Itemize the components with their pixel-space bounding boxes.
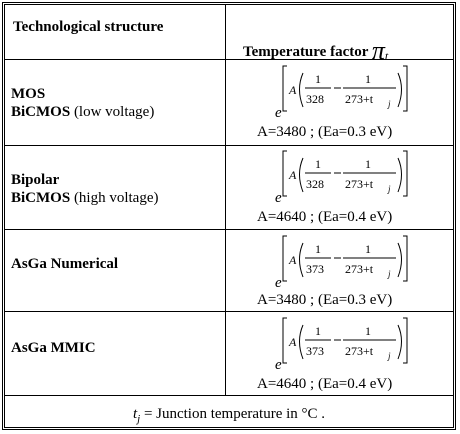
- activation-constant: A=4640 ; (Ea=0.4 eV): [257, 209, 393, 225]
- formula-base: e: [275, 275, 282, 291]
- fraction-numerator: 1: [315, 324, 321, 338]
- structure-line2-bold: BiCMOS: [11, 190, 71, 206]
- header-temperature-factor: Temperature factor πt: [243, 33, 389, 65]
- right-parenthesis: [397, 324, 402, 360]
- right-square-bracket: [403, 150, 408, 197]
- structure-line2-rest: (high voltage): [70, 190, 159, 206]
- pi-subscript: t: [384, 49, 389, 63]
- fraction-numerator: 1: [315, 242, 321, 256]
- fraction-denominator-subscript: j: [387, 184, 391, 194]
- formula-base: e: [275, 105, 282, 121]
- footnote-variable: t: [132, 406, 138, 422]
- structure-line2-rest: (low voltage): [70, 104, 155, 120]
- fraction-numerator: 1: [365, 242, 371, 256]
- formula-exponential: e A 1 373 1 273+t j: [275, 233, 415, 298]
- formula-svg: eA 1 328 1 273+t j: [275, 150, 408, 206]
- fraction-denominator: 328: [306, 177, 324, 191]
- formula-coefficient: A: [288, 335, 297, 349]
- formula-exponential: e A 1 328 1 273+t j: [275, 63, 415, 128]
- activation-constant: A=4640 ; (Ea=0.4 eV): [257, 376, 393, 392]
- fraction-denominator: 328: [306, 92, 324, 106]
- row-mos-structure: MOS BiCMOS (low voltage): [11, 85, 154, 121]
- left-square-bracket: [282, 150, 287, 197]
- row-bipolar-structure: Bipolar BiCMOS (high voltage): [11, 171, 159, 207]
- fraction-numerator: 1: [365, 324, 371, 338]
- formula-coefficient: A: [288, 83, 297, 97]
- header-structure: Technological structure: [13, 19, 164, 35]
- left-square-bracket: [282, 235, 287, 282]
- fraction-denominator: 273+t: [345, 92, 374, 106]
- fraction-denominator-subscript: j: [387, 269, 391, 279]
- footnote: tj = Junction temperature in °C .: [5, 406, 453, 425]
- fraction-denominator: 273+t: [345, 177, 374, 191]
- right-square-bracket: [403, 235, 408, 282]
- right-parenthesis: [397, 242, 402, 278]
- activation-constant: A=3480 ; (Ea=0.3 eV): [257, 292, 393, 308]
- left-square-bracket: [282, 317, 287, 364]
- fraction-denominator: 373: [306, 262, 324, 276]
- left-parenthesis: [299, 157, 304, 193]
- structure-line1: Bipolar: [11, 172, 60, 188]
- fraction-denominator-subscript: j: [387, 99, 391, 109]
- row-divider: [5, 229, 453, 230]
- formula-svg: eA 1 328 1 273+t j: [275, 65, 408, 121]
- formula-svg: eA 1 373 1 273+t j: [275, 317, 408, 373]
- right-parenthesis: [397, 157, 402, 193]
- left-square-bracket: [282, 65, 287, 112]
- footer-divider: [5, 395, 453, 396]
- activation-constant: A=3480 ; (Ea=0.3 eV): [257, 124, 393, 140]
- formula-coefficient: A: [288, 253, 297, 267]
- structure-line1: AsGa MMIC: [11, 340, 96, 356]
- formula-exponential: e A 1 328 1 273+t j: [275, 148, 415, 213]
- fraction-denominator: 273+t: [345, 262, 374, 276]
- row-divider: [5, 145, 453, 146]
- formula-coefficient: A: [288, 168, 297, 182]
- row-divider: [5, 311, 453, 312]
- left-parenthesis: [299, 324, 304, 360]
- header-divider: [5, 59, 453, 60]
- header-temperature-label: Temperature factor: [243, 44, 369, 60]
- footnote-variable-subscript: j: [137, 413, 141, 425]
- row-asga-mmic-structure: AsGa MMIC: [11, 339, 96, 357]
- fraction-denominator: 273+t: [345, 344, 374, 358]
- fraction-numerator: 1: [315, 72, 321, 86]
- formula-base: e: [275, 357, 282, 373]
- formula-svg: eA 1 373 1 273+t j: [275, 235, 408, 291]
- temperature-factor-table: Technological structure Temperature fact…: [2, 2, 456, 430]
- structure-line1: MOS: [11, 86, 46, 102]
- row-asga-numerical-structure: AsGa Numerical: [11, 255, 118, 273]
- formula-base: e: [275, 190, 282, 206]
- footnote-text: = Junction temperature in °C .: [140, 406, 326, 422]
- structure-line1: AsGa Numerical: [11, 256, 119, 272]
- right-square-bracket: [403, 65, 408, 112]
- column-divider: [225, 5, 226, 395]
- structure-line2-bold: BiCMOS: [11, 104, 71, 120]
- pi-symbol: π: [371, 36, 385, 65]
- left-parenthesis: [299, 242, 304, 278]
- left-parenthesis: [299, 72, 304, 108]
- fraction-numerator: 1: [365, 72, 371, 86]
- fraction-denominator: 373: [306, 344, 324, 358]
- fraction-numerator: 1: [315, 157, 321, 171]
- right-parenthesis: [397, 72, 402, 108]
- right-square-bracket: [403, 317, 408, 364]
- fraction-numerator: 1: [365, 157, 371, 171]
- formula-exponential: e A 1 373 1 273+t j: [275, 315, 415, 380]
- fraction-denominator-subscript: j: [387, 351, 391, 361]
